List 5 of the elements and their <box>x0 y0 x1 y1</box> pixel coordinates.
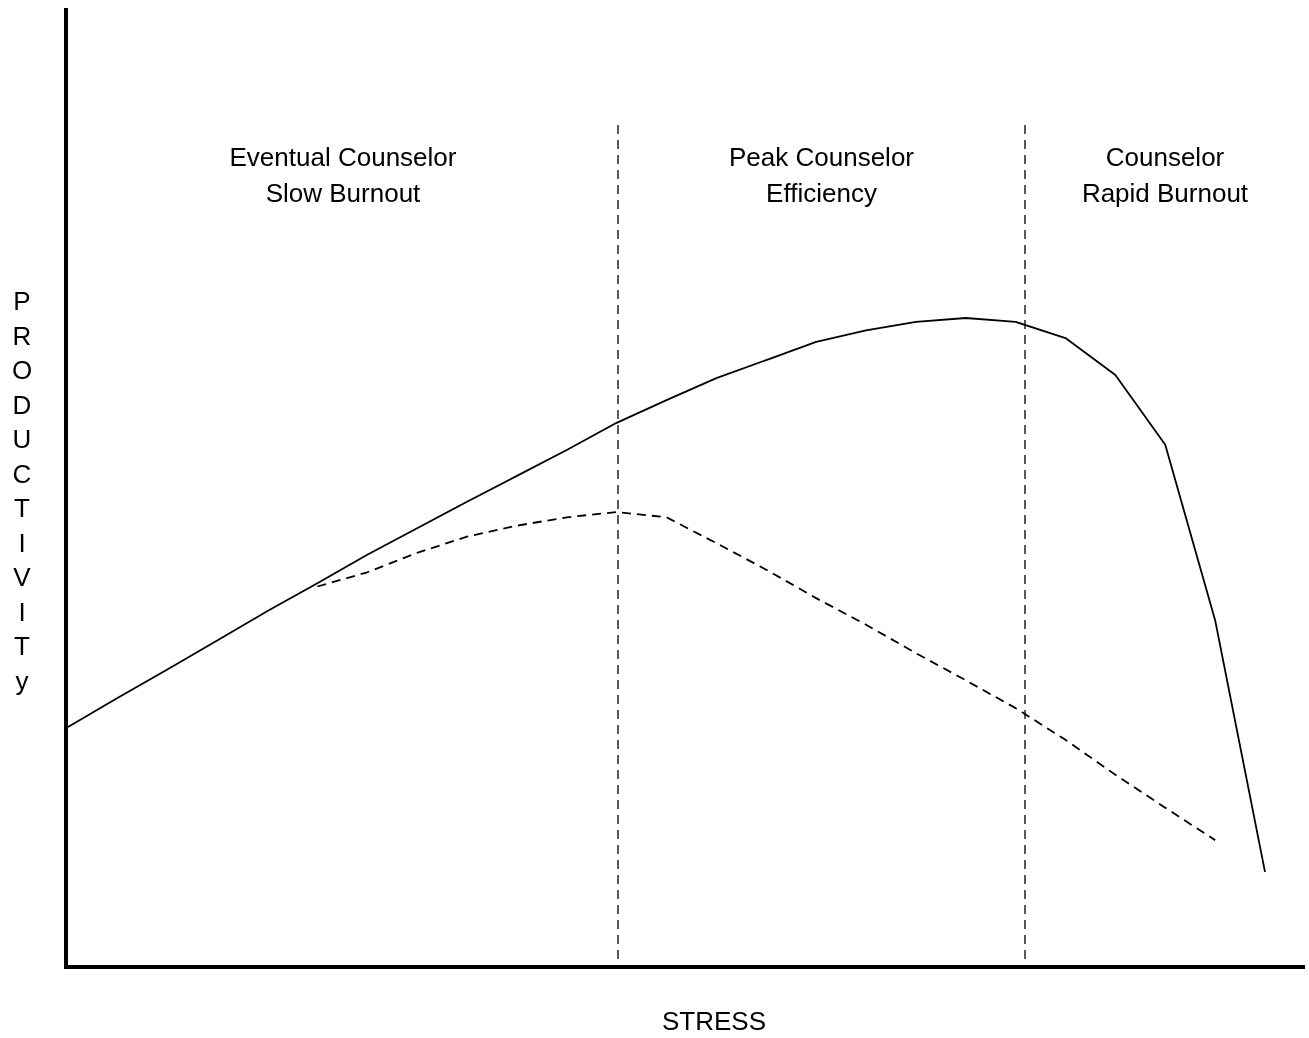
x-axis-title: STRESS <box>661 1006 767 1036</box>
text: Peak Counselor Efficiency <box>729 142 915 208</box>
text: Eventual Counselor Slow Burnout <box>229 142 457 208</box>
text: Counselor Rapid Burnout <box>1081 142 1249 208</box>
text: PRODUCTIVITy <box>11 286 33 696</box>
